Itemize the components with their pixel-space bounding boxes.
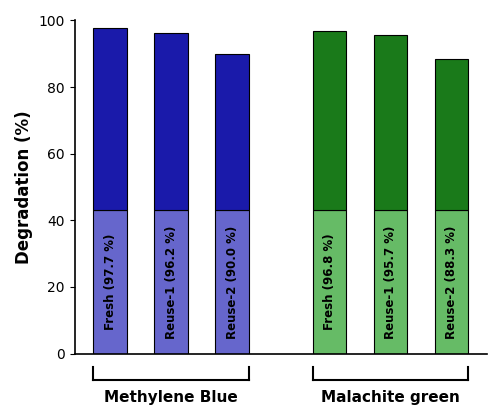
Bar — [93, 210, 127, 354]
Bar — [154, 210, 187, 354]
Text: Malachite green: Malachite green — [321, 390, 459, 405]
Text: Fresh (96.8 %): Fresh (96.8 %) — [323, 234, 335, 330]
Text: Reuse-2 (88.3 %): Reuse-2 (88.3 %) — [444, 225, 457, 339]
Text: Fresh (97.7 %): Fresh (97.7 %) — [103, 234, 116, 330]
Bar — [373, 210, 406, 354]
Y-axis label: Degradation (%): Degradation (%) — [15, 110, 33, 264]
Bar — [434, 59, 467, 210]
Bar — [312, 31, 346, 210]
Bar — [312, 210, 346, 354]
Bar — [373, 35, 406, 210]
Bar — [215, 210, 248, 354]
Text: Reuse-2 (90.0 %): Reuse-2 (90.0 %) — [225, 225, 238, 339]
Bar — [93, 28, 127, 210]
Text: Reuse-1 (95.7 %): Reuse-1 (95.7 %) — [383, 225, 396, 339]
Bar — [434, 210, 467, 354]
Text: Methylene Blue: Methylene Blue — [104, 390, 237, 405]
Bar — [215, 54, 248, 210]
Text: Reuse-1 (96.2 %): Reuse-1 (96.2 %) — [164, 225, 177, 339]
Bar — [154, 33, 187, 210]
